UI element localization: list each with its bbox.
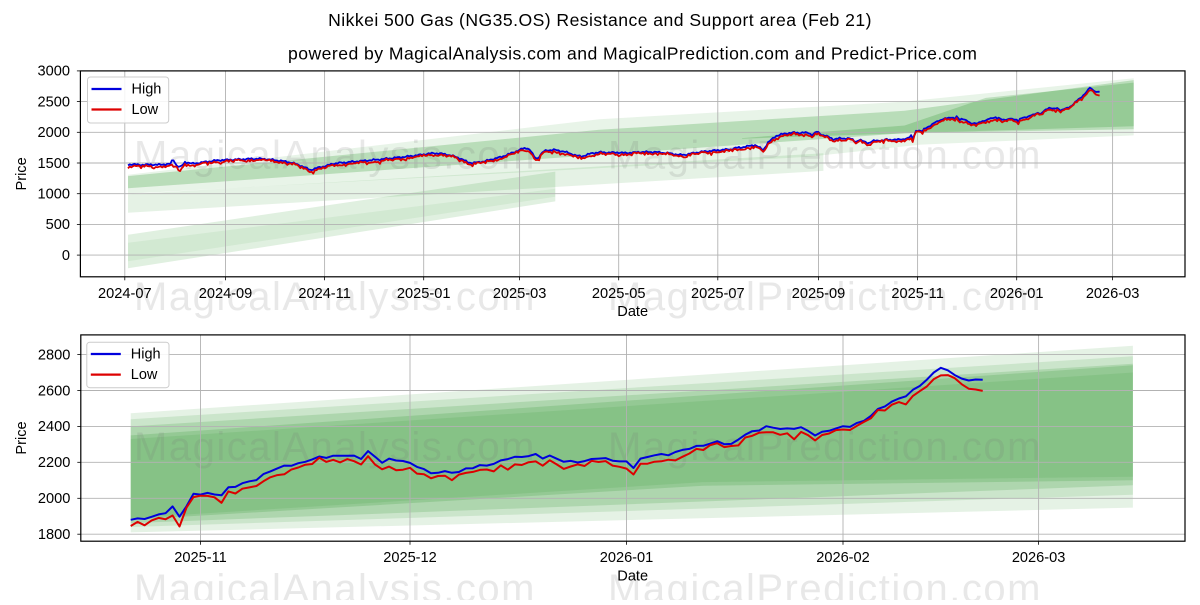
svg-text:0: 0 — [62, 248, 70, 264]
svg-text:Price: Price — [14, 157, 30, 190]
svg-text:Price: Price — [14, 421, 30, 454]
svg-text:2400: 2400 — [38, 419, 70, 435]
svg-text:2025-07: 2025-07 — [691, 286, 745, 302]
svg-text:2800: 2800 — [38, 347, 70, 363]
svg-text:2025-09: 2025-09 — [792, 286, 846, 302]
svg-text:powered by MagicalAnalysis.com: powered by MagicalAnalysis.com and Magic… — [288, 44, 977, 64]
svg-text:2600: 2600 — [38, 383, 70, 399]
svg-text:2500: 2500 — [38, 94, 70, 110]
svg-text:2026-03: 2026-03 — [1012, 550, 1066, 566]
svg-text:2025-12: 2025-12 — [383, 550, 437, 566]
svg-text:Low: Low — [131, 367, 158, 383]
svg-text:2024-09: 2024-09 — [199, 286, 253, 302]
svg-text:3000: 3000 — [38, 64, 70, 80]
svg-text:2026-02: 2026-02 — [816, 550, 870, 566]
svg-text:Nikkei 500 Gas (NG35.OS) Resis: Nikkei 500 Gas (NG35.OS) Resistance and … — [328, 10, 872, 30]
svg-text:1000: 1000 — [38, 187, 70, 203]
svg-text:2000: 2000 — [38, 125, 70, 141]
svg-text:2025-11: 2025-11 — [891, 286, 943, 302]
svg-text:500: 500 — [46, 217, 70, 233]
svg-text:2024-07: 2024-07 — [98, 286, 152, 302]
svg-text:MagicalAnalysis.com: MagicalAnalysis.com — [134, 275, 536, 319]
svg-text:2025-01: 2025-01 — [397, 286, 451, 302]
svg-text:High: High — [131, 347, 161, 363]
svg-text:1500: 1500 — [38, 156, 70, 172]
svg-text:2025-03: 2025-03 — [493, 286, 547, 302]
svg-text:MagicalAnalysis.com: MagicalAnalysis.com — [134, 567, 536, 600]
svg-text:2026-01: 2026-01 — [600, 550, 654, 566]
svg-text:1800: 1800 — [38, 527, 70, 543]
svg-text:High: High — [132, 82, 162, 98]
svg-text:2200: 2200 — [38, 455, 70, 471]
svg-text:Date: Date — [617, 304, 648, 320]
svg-text:2024-11: 2024-11 — [298, 286, 350, 302]
svg-text:MagicalAnalysis.com: MagicalAnalysis.com — [134, 134, 536, 178]
svg-text:Low: Low — [132, 102, 159, 118]
svg-text:2025-05: 2025-05 — [592, 286, 646, 302]
svg-text:MagicalPrediction.com: MagicalPrediction.com — [608, 275, 1042, 319]
svg-text:Date: Date — [617, 569, 648, 585]
svg-text:2026-01: 2026-01 — [990, 286, 1044, 302]
svg-text:2000: 2000 — [38, 491, 70, 507]
svg-text:2025-11: 2025-11 — [174, 550, 226, 566]
svg-text:MagicalPrediction.com: MagicalPrediction.com — [608, 567, 1042, 600]
svg-text:2026-03: 2026-03 — [1086, 286, 1140, 302]
